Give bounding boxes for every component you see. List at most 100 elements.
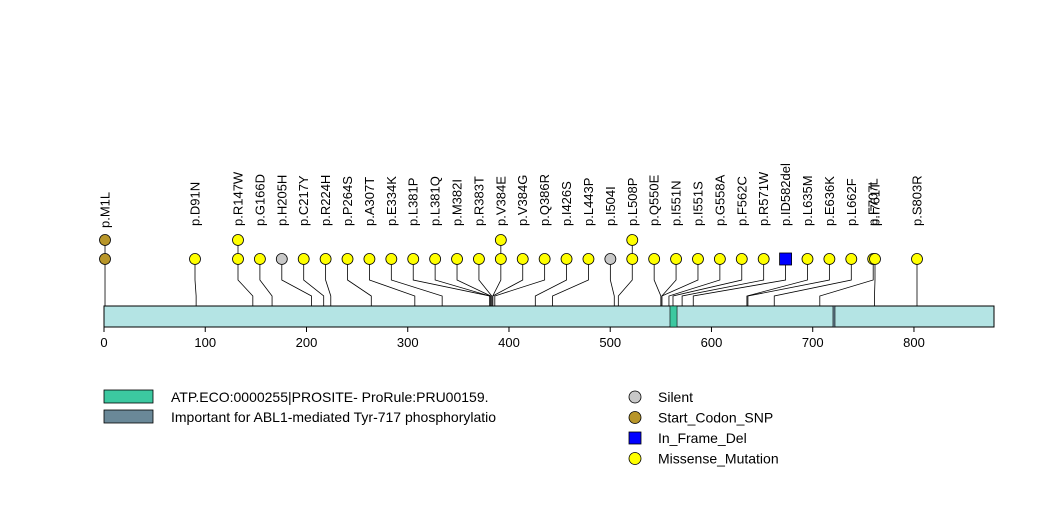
mutation-label: p.V384E <box>493 176 508 226</box>
mutation-connector <box>325 259 332 306</box>
mutation-connector <box>492 259 502 306</box>
mutation-marker <box>473 253 485 265</box>
mutation-connector <box>281 259 312 306</box>
domain-1 <box>832 305 836 328</box>
mutation-connector <box>259 259 273 306</box>
mutation-connector <box>303 259 325 306</box>
mutation-label: p.R383T <box>471 176 486 226</box>
mutation-connector <box>412 259 491 306</box>
mutation-connector <box>773 259 852 306</box>
legend-type-label: Silent <box>658 389 693 405</box>
mutation-marker <box>385 253 398 265</box>
legend-type-label: In_Frame_Del <box>658 430 747 446</box>
mutation-label: p.D91N <box>188 182 203 226</box>
mutation-marker <box>429 253 442 265</box>
mutation-label: p.Q550E <box>647 174 662 226</box>
mutation-marker <box>845 253 858 265</box>
mutation-label: p.ID582del <box>778 163 793 226</box>
mutation-marker <box>626 253 639 265</box>
axis-tick-label: 600 <box>701 335 723 350</box>
mutation-connector <box>819 259 874 306</box>
legend-type-label: Missense_Mutation <box>658 451 779 467</box>
mutation-label: p.F707L <box>866 178 881 226</box>
mutation-marker <box>801 253 814 265</box>
mutation-label: p.L443P <box>581 178 596 226</box>
axis-tick-label: 300 <box>397 335 419 350</box>
protein-bar <box>103 305 995 328</box>
mutation-connector <box>478 259 493 306</box>
mutation-connectors <box>104 240 918 306</box>
mutation-marker <box>451 253 463 265</box>
legend-type-label: Start_Codon_SNP <box>658 410 773 426</box>
mutation-connector <box>617 259 633 306</box>
mutation-marker <box>538 253 551 265</box>
mutation-label: p.L508P <box>625 178 640 226</box>
mutation-marker <box>713 253 726 265</box>
mutation-connector <box>668 259 721 306</box>
mutation-marker <box>494 253 507 265</box>
mutation-label: p.R147W <box>231 171 246 226</box>
domain-0 <box>669 305 678 328</box>
mutation-label: p.I504I <box>603 186 618 226</box>
mutation-marker <box>692 253 704 265</box>
mutation-marker <box>735 253 748 265</box>
mutation-connector <box>492 259 524 306</box>
mutation-connector <box>390 259 443 306</box>
position-axis: 0 100 200 300 400 500 600 700 800 <box>100 327 925 350</box>
mutation-label: p.C217Y <box>296 175 311 226</box>
mutation-label: p.I551N <box>669 180 684 226</box>
mutation-marker <box>275 253 288 265</box>
mutation-connector <box>653 259 662 306</box>
mutation-label: p.L662F <box>844 178 859 226</box>
axis-tick-label: 200 <box>296 335 318 350</box>
axis-tick-label: 500 <box>599 335 621 350</box>
mutation-label: p.A307T <box>362 177 377 226</box>
legend-type-marker <box>628 431 642 445</box>
mutation-connector <box>534 259 567 306</box>
mutation-connector <box>456 259 492 306</box>
mutation-connector <box>746 259 808 306</box>
mutation-marker <box>254 253 266 265</box>
mutation-marker <box>582 253 595 265</box>
mutation-marker <box>341 253 354 265</box>
mutation-marker <box>363 253 376 265</box>
mutation-connector <box>681 259 765 306</box>
mutation-connector <box>874 259 876 306</box>
mutation-label: p.G558A <box>712 174 727 226</box>
legend-domain-label: ATP.ECO:0000255|PROSITE- ProRule:PRU0015… <box>171 389 489 405</box>
mutation-marker <box>670 253 682 265</box>
mutation-connector <box>692 259 786 306</box>
mutation-connector <box>609 259 615 306</box>
mutation-label: p.I426S <box>559 181 574 226</box>
mutation-marker <box>626 234 639 246</box>
mutation-label: p.E636K <box>822 176 837 226</box>
mutation-lollipops: p.M1L p.D91N p.R147W p.G166D p.H205H p.C217Y p… <box>98 163 925 266</box>
mutation-label: p.V384G <box>515 175 530 226</box>
mutation-marker <box>869 253 881 265</box>
mutation-label: p.L381P <box>406 178 421 226</box>
mutation-marker <box>648 253 661 265</box>
mutation-label: p.P264S <box>340 176 355 226</box>
mutation-marker <box>779 252 792 266</box>
mutation-marker <box>99 234 111 246</box>
mutation-label: p.G166D <box>252 174 267 226</box>
mutation-marker <box>823 253 836 265</box>
legend-domain-swatch <box>103 389 154 404</box>
axis-tick-label: 800 <box>903 335 925 350</box>
mutation-label: p.M1L <box>98 192 113 228</box>
mutation-connector <box>747 259 830 306</box>
mutation-connector <box>347 259 372 306</box>
mutation-label: p.R571W <box>756 171 771 226</box>
mutation-label: p.I761T <box>868 182 883 226</box>
mutation-marker <box>232 234 244 246</box>
legend-type-marker <box>628 390 642 404</box>
legend-domain-label: Important for ABL1-mediated Tyr-717 phos… <box>171 409 496 425</box>
mutation-marker <box>494 234 507 246</box>
mutation-label: p.L381Q <box>428 176 443 226</box>
axis-tick-label: 0 <box>100 335 107 350</box>
mutation-label: p.H205H <box>274 175 289 226</box>
axis-tick-label: 400 <box>498 335 520 350</box>
mutation-marker <box>407 253 420 265</box>
legend: ATP.ECO:0000255|PROSITE- ProRule:PRU0015… <box>103 389 779 467</box>
